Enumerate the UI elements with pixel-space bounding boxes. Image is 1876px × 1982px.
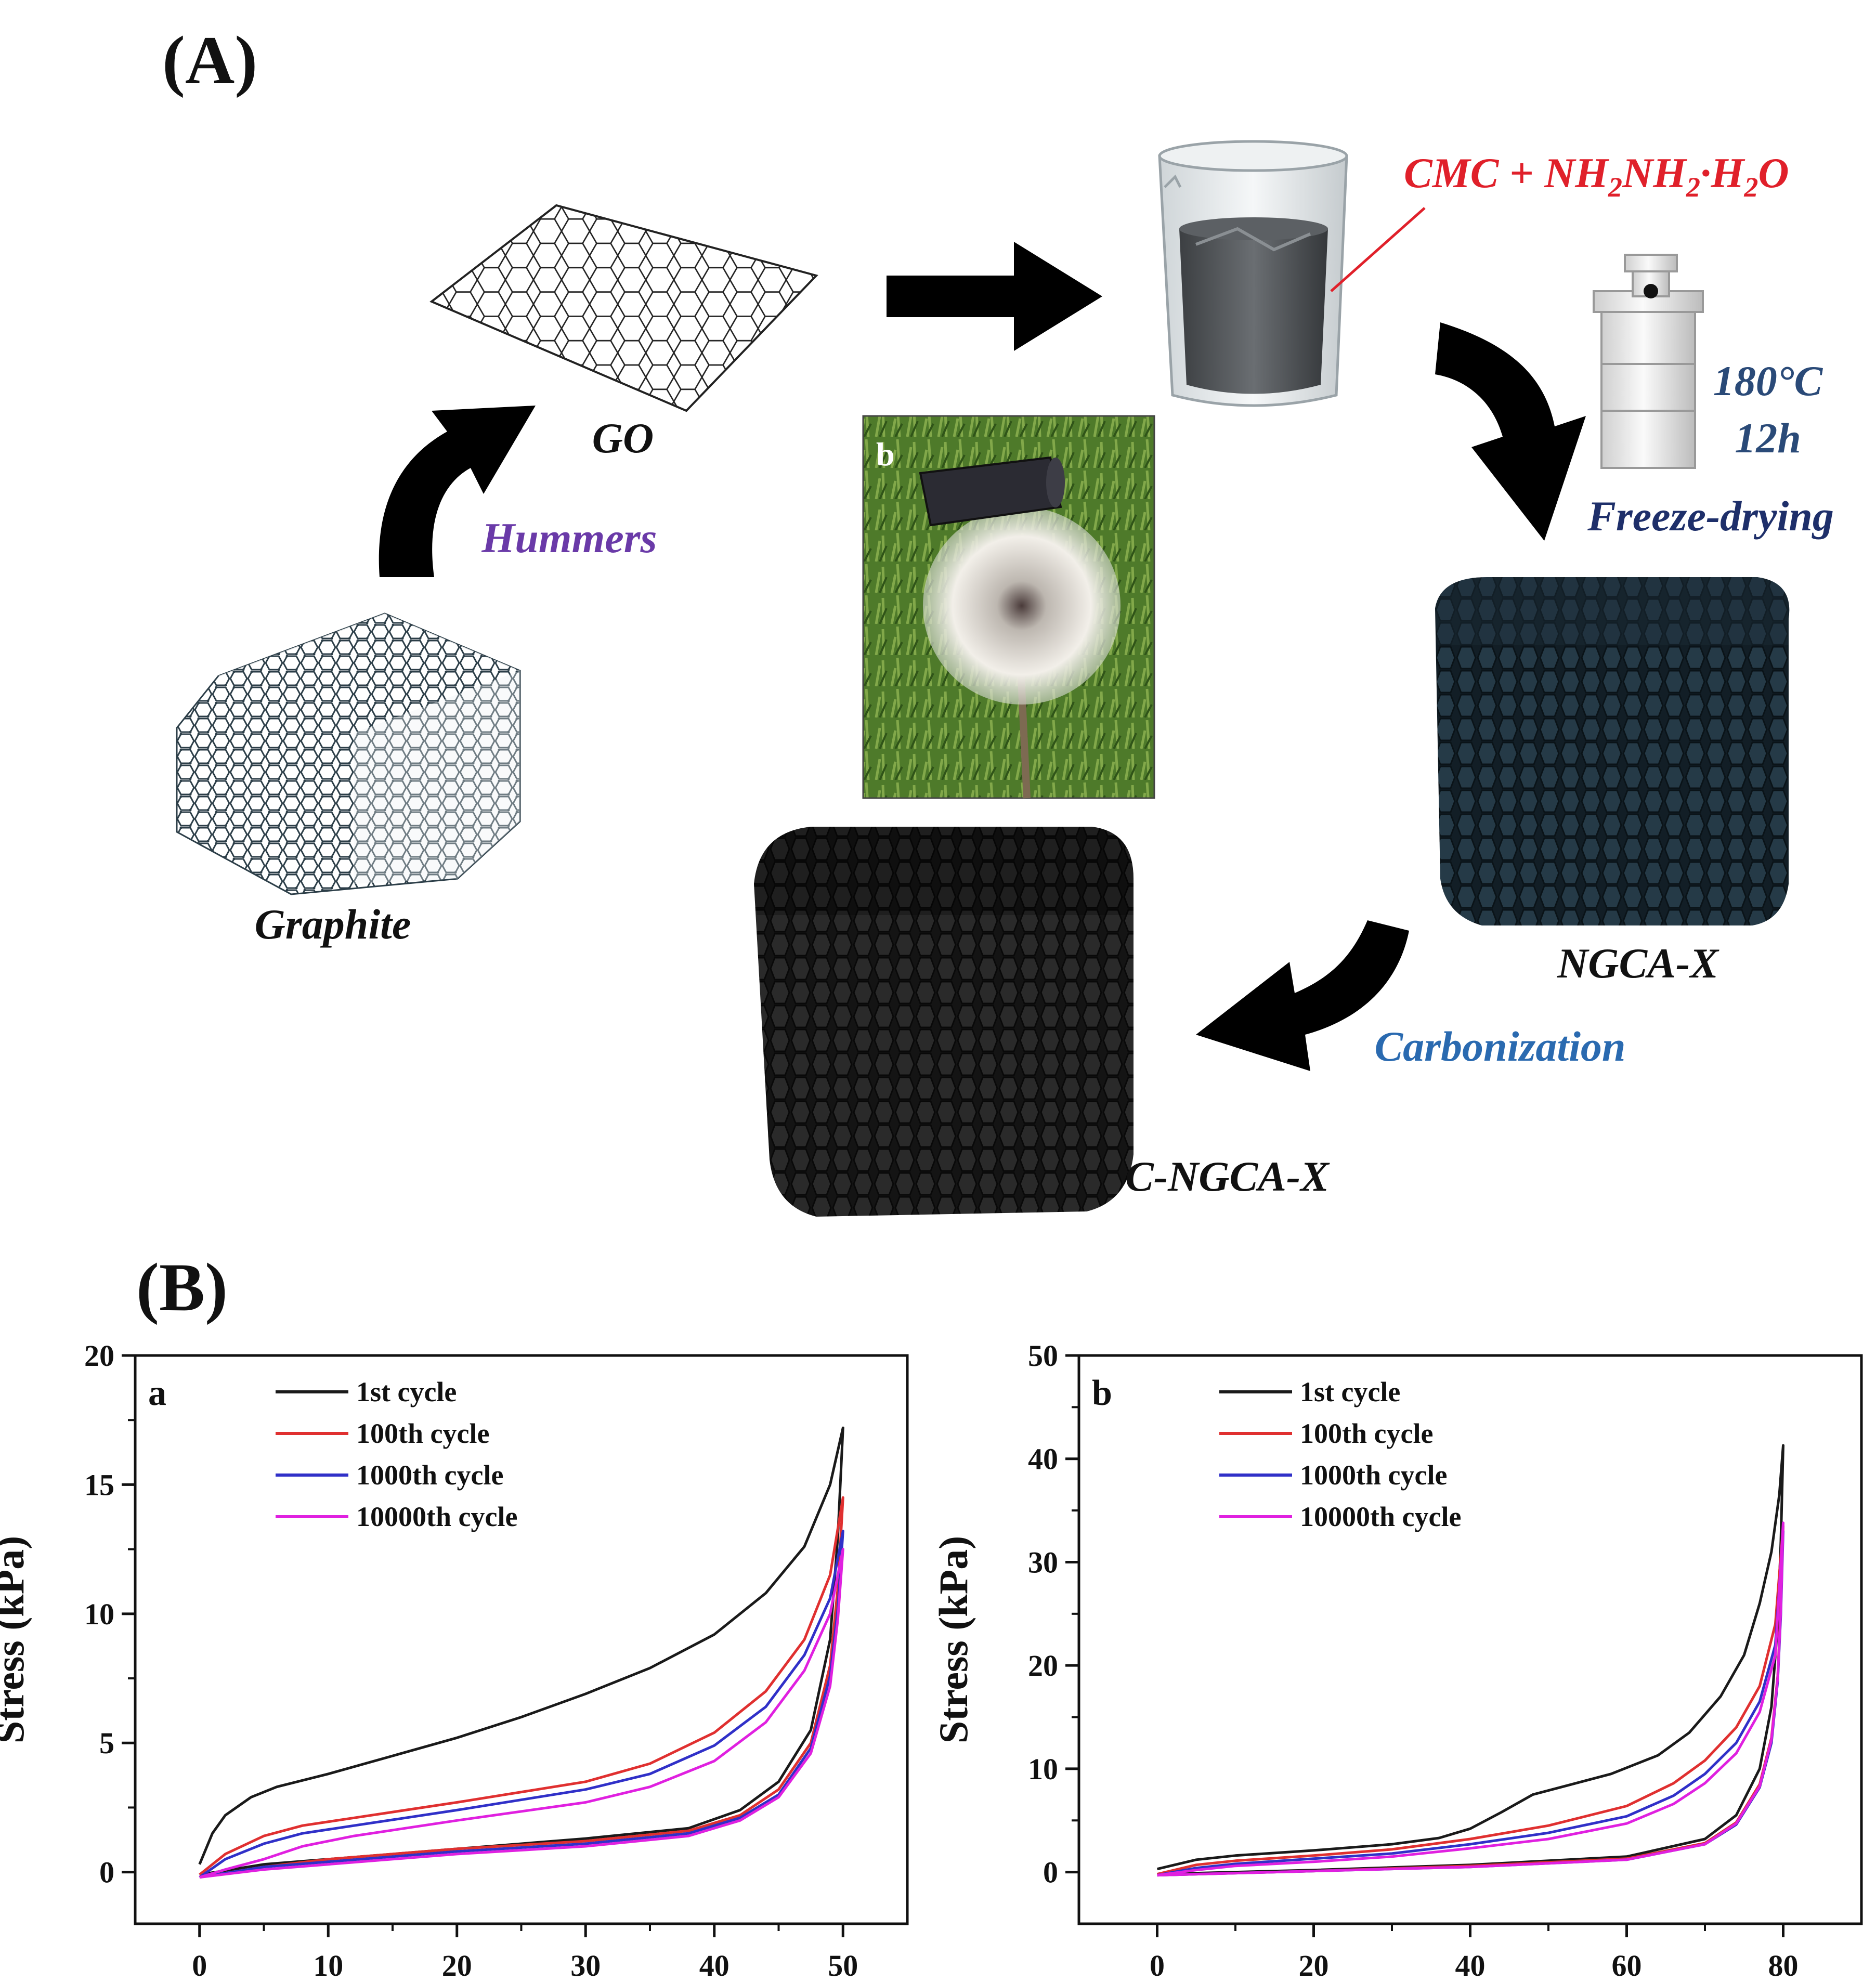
chart-panel-letter: b: [1092, 1373, 1112, 1413]
ngca-label: NGCA-X: [1557, 940, 1719, 987]
y-axis-title: Stress (kPa): [931, 1536, 976, 1743]
chart-panel-letter: a: [148, 1373, 166, 1413]
cngca-aerogel-illustration: [754, 827, 1134, 1217]
reagent-part: NH: [1622, 149, 1687, 197]
chart-a: 0 10 20 30 40 50 0 5 10 15 20 Stress (kPa) a 1st cycl…: [0, 1339, 909, 1982]
series-line: [199, 1530, 844, 1879]
inset-photo: [862, 415, 1155, 799]
x-tick-label: 0: [192, 1949, 207, 1982]
legend-label: 100th cycle: [356, 1418, 489, 1449]
x-tick-label: 60: [1612, 1949, 1642, 1982]
x-tick-label: 10: [313, 1949, 343, 1982]
y-tick-label: 10: [1028, 1752, 1058, 1786]
series-line: [199, 1548, 844, 1879]
legend-label: 1000th cycle: [1300, 1459, 1447, 1491]
series-line: [1157, 1521, 1784, 1877]
y-tick-label: 20: [84, 1339, 114, 1373]
plot-frame: [134, 1354, 909, 1925]
series-line: [198, 1426, 844, 1876]
reagent-part: CMC + NH: [1404, 149, 1609, 197]
arrow-graphite-to-go: [379, 406, 536, 577]
y-tick-label: 30: [1028, 1545, 1058, 1579]
y-tick-label: 15: [84, 1468, 114, 1502]
arrow-beaker-to-ngca: [1435, 322, 1586, 541]
legend-label: 1000th cycle: [356, 1459, 503, 1491]
legend-label: 10000th cycle: [356, 1501, 517, 1532]
graphite-label: Graphite: [255, 901, 411, 948]
autoclave-illustration: [1593, 254, 1704, 469]
legend-label: 100th cycle: [1300, 1418, 1433, 1449]
legend-label: 1st cycle: [1300, 1376, 1400, 1407]
series-line: [199, 1496, 844, 1879]
go-label: GO: [592, 414, 654, 462]
y-tick-label: 5: [99, 1726, 114, 1760]
panel-label-b: (B): [136, 1249, 228, 1325]
go-sheet-illustration: [429, 204, 818, 412]
cngca-label: C-NGCA-X: [1125, 1153, 1330, 1200]
y-tick-label: 0: [1043, 1856, 1058, 1889]
x-tick-label: 20: [442, 1949, 472, 1982]
x-tick-label: 0: [1150, 1949, 1165, 1982]
arrow-ngca-to-cngca: [1196, 920, 1409, 1071]
y-tick-label: 0: [99, 1856, 114, 1889]
reagent-part: ·H: [1700, 149, 1745, 197]
series-line: [1156, 1444, 1784, 1876]
reagent-subscript: 2: [1743, 172, 1758, 203]
temperature-label: 180°C: [1713, 357, 1823, 405]
freeze-drying-label: Freeze-drying: [1587, 492, 1834, 540]
ngca-aerogel-illustration: [1435, 577, 1790, 925]
x-tick-label: 30: [570, 1949, 601, 1982]
x-tick-label: 40: [1455, 1949, 1486, 1982]
inset-photo-letter: b: [876, 436, 895, 473]
chart-b: 0 20 40 60 80 0 10 20 30 40 50 Stress (kPa) b 1st cyc…: [931, 1339, 1863, 1982]
reagent-label: CMC + NH2NH2·H2O: [1404, 149, 1789, 203]
panel-label-a: (A): [162, 22, 257, 98]
x-tick-label: 40: [699, 1949, 729, 1982]
graphite-illustration: [176, 612, 521, 895]
reagent-subscript: 2: [1686, 172, 1700, 203]
y-axis-title: Stress (kPa): [0, 1536, 32, 1743]
reagent-pointer-line: [1330, 207, 1426, 292]
legend-label: 1st cycle: [356, 1376, 457, 1407]
duration-label: 12h: [1735, 414, 1801, 462]
legend-label: 10000th cycle: [1300, 1501, 1461, 1532]
series-line: [1156, 1524, 1784, 1877]
beaker-illustration: [1158, 140, 1348, 407]
series-line: [1157, 1530, 1784, 1877]
x-tick-label: 80: [1768, 1949, 1799, 1982]
carbonization-label: Carbonization: [1374, 1023, 1625, 1070]
y-tick-label: 40: [1028, 1442, 1058, 1476]
arrow-go-to-beaker: [887, 242, 1102, 351]
reagent-subscript: 2: [1608, 172, 1622, 203]
x-tick-label: 20: [1299, 1949, 1329, 1982]
hummers-label: Hummers: [481, 514, 657, 562]
y-tick-label: 50: [1028, 1339, 1058, 1373]
y-tick-label: 20: [1028, 1649, 1058, 1683]
x-tick-label: 50: [828, 1949, 858, 1982]
reagent-part: O: [1758, 149, 1789, 197]
y-tick-label: 10: [84, 1597, 114, 1631]
